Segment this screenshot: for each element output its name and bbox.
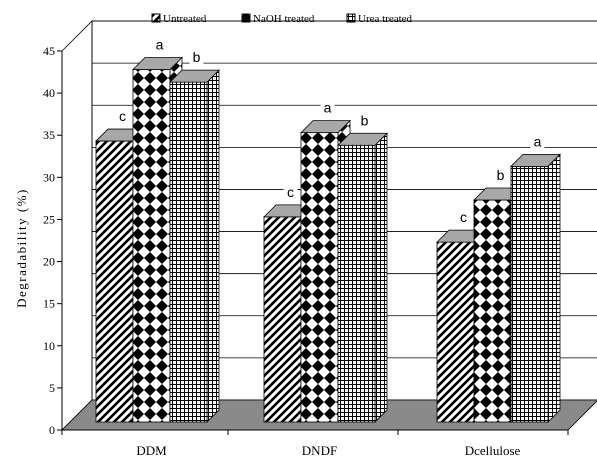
bar-front-face bbox=[510, 165, 549, 423]
bar-top-face bbox=[337, 132, 388, 146]
bar-front-face bbox=[300, 132, 339, 423]
y-tick-label: 45 bbox=[43, 44, 55, 58]
legend-swatch-untreated bbox=[151, 13, 161, 23]
data-label: a bbox=[534, 133, 542, 149]
data-label-bg bbox=[283, 183, 298, 201]
legend-swatch-urea-treated bbox=[346, 13, 356, 23]
legend-swatch-naoh-treated bbox=[241, 13, 251, 23]
data-label-bg bbox=[493, 167, 508, 185]
bar-front-face bbox=[132, 69, 171, 423]
plot-area: 0 5 10 15 20 25 30 35 40 45 c a b DDM c a b DNDF c b a Dcellu… bbox=[43, 20, 597, 458]
data-label: b bbox=[193, 49, 201, 65]
bar-front-face bbox=[263, 216, 302, 423]
side-wall bbox=[61, 20, 93, 431]
legend-label-urea-treated: Urea treated bbox=[358, 13, 413, 25]
y-axis-title: Degradability (%) bbox=[14, 188, 29, 308]
data-label: c bbox=[460, 209, 467, 225]
x-tick-label: DNDF bbox=[302, 443, 337, 458]
legend-item-naoh-treated: NaOH treated bbox=[241, 13, 315, 25]
legend-item-urea-treated: Urea treated bbox=[346, 13, 413, 25]
bar-front-face bbox=[169, 81, 208, 423]
y-tick-label: 40 bbox=[43, 86, 55, 100]
bar-top-face bbox=[132, 57, 183, 70]
bar-urea-treated-ddm bbox=[169, 69, 220, 423]
bar-side-face bbox=[206, 69, 220, 423]
bar-front-face bbox=[473, 199, 512, 423]
data-label-bg bbox=[189, 49, 204, 67]
bar-front-face bbox=[95, 140, 134, 423]
bar-side-face bbox=[547, 153, 561, 423]
data-label-bg bbox=[357, 112, 372, 130]
data-label-bg bbox=[115, 108, 130, 126]
bar-front-face bbox=[436, 241, 475, 423]
bar-front-face bbox=[337, 144, 376, 423]
legend-item-untreated: Untreated bbox=[151, 13, 207, 25]
data-label-bg bbox=[320, 99, 335, 117]
y-tick-label: 30 bbox=[43, 170, 55, 184]
legend-label-naoh-treated: NaOH treated bbox=[253, 13, 315, 25]
data-label: b bbox=[497, 167, 505, 183]
data-label: c bbox=[119, 108, 126, 124]
data-label: a bbox=[324, 100, 332, 116]
bar-top-face bbox=[300, 120, 351, 134]
data-label: a bbox=[156, 36, 164, 52]
x-tick-label: DDM bbox=[136, 443, 167, 458]
bar-urea-treated-dndf bbox=[337, 132, 388, 423]
y-tick-label: 20 bbox=[43, 255, 55, 269]
data-label: b bbox=[361, 112, 369, 128]
y-tick-label: 25 bbox=[43, 212, 55, 226]
x-tick-label: Dcellulose bbox=[465, 443, 521, 458]
data-label: c bbox=[287, 184, 294, 200]
data-label-bg bbox=[530, 133, 545, 151]
y-tick-label: 0 bbox=[49, 423, 55, 437]
bar-top-face bbox=[510, 153, 561, 167]
y-tick-label: 5 bbox=[49, 381, 55, 395]
bar-side-face bbox=[374, 132, 388, 423]
legend: Untreated NaOH treated Urea treated bbox=[151, 13, 413, 25]
data-label-bg bbox=[152, 36, 167, 54]
data-label-bg bbox=[456, 209, 471, 227]
bar-top-face bbox=[169, 69, 220, 83]
y-tick-label: 35 bbox=[43, 128, 55, 142]
legend-label-untreated: Untreated bbox=[163, 13, 207, 25]
bar-urea-treated-dcellulose bbox=[510, 153, 561, 423]
y-tick-label: 10 bbox=[43, 339, 55, 353]
y-tick-label: 15 bbox=[43, 297, 55, 311]
